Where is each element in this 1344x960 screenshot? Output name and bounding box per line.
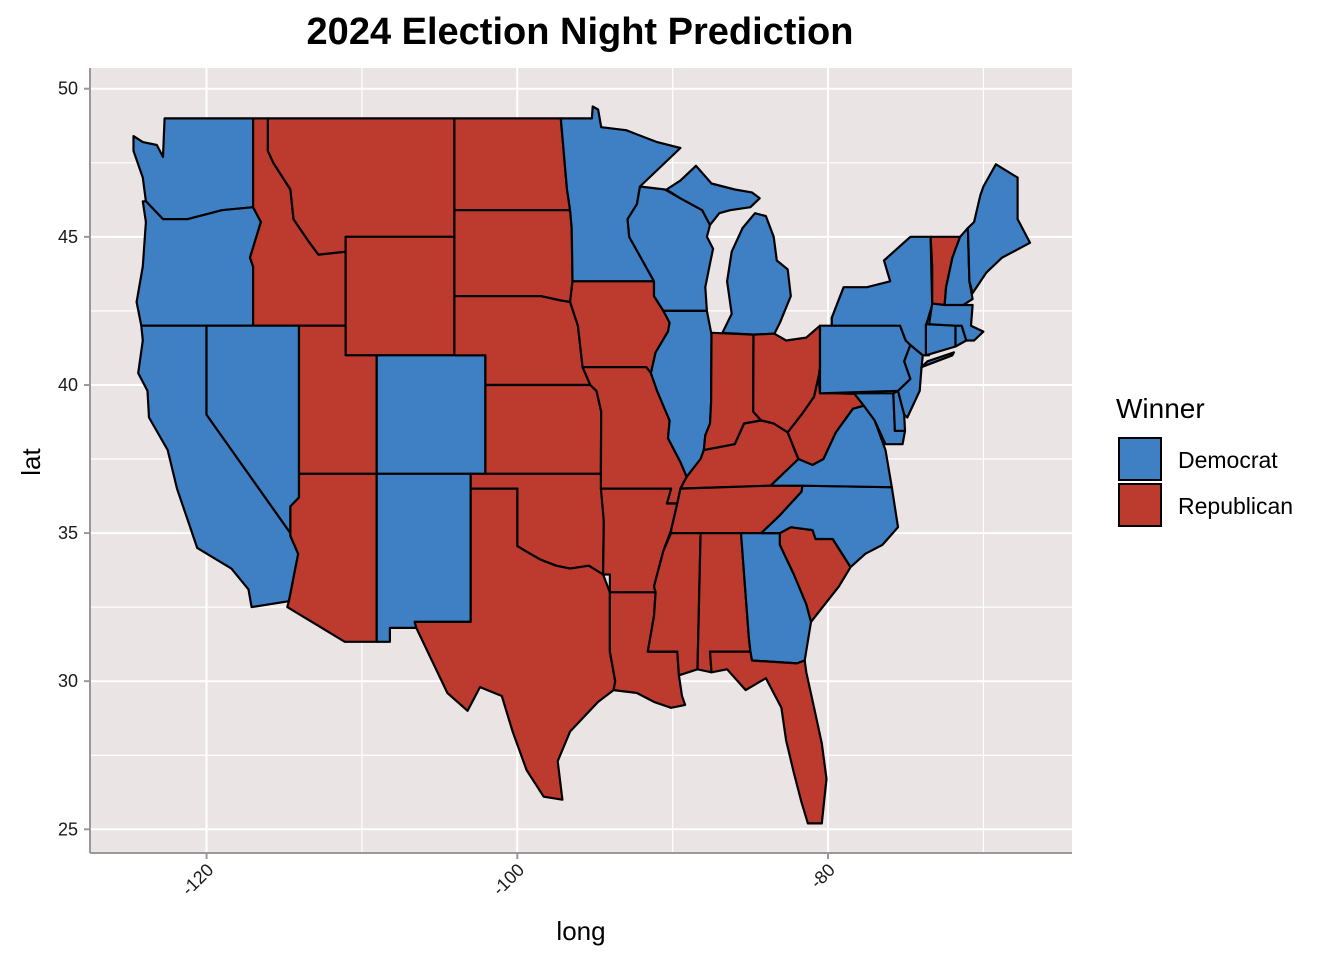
legend-swatch-republican bbox=[1118, 483, 1162, 527]
state-colorado bbox=[375, 354, 487, 475]
y-tick-label: 45 bbox=[58, 227, 78, 247]
x-axis-title: long bbox=[556, 916, 605, 946]
legend-title: Winner bbox=[1116, 393, 1205, 424]
state-michigan bbox=[721, 212, 792, 336]
y-tick-label: 50 bbox=[58, 79, 78, 99]
state-north-carolina bbox=[760, 484, 900, 569]
y-tick-label: 35 bbox=[58, 523, 78, 543]
x-tick-label: -80 bbox=[806, 860, 839, 893]
state-wyoming bbox=[344, 235, 456, 357]
y-axis-title: lat bbox=[16, 447, 46, 475]
y-axis-ticks: 25 30 35 40 45 50 bbox=[58, 79, 90, 839]
state-shapes bbox=[132, 105, 1032, 825]
state-oregon bbox=[135, 200, 262, 327]
x-tick-label: -100 bbox=[489, 860, 529, 900]
state-south-dakota bbox=[453, 209, 574, 304]
y-tick-label: 40 bbox=[58, 375, 78, 395]
legend: Winner Democrat Republican bbox=[1116, 393, 1293, 527]
y-tick-label: 25 bbox=[58, 819, 78, 839]
legend-label-republican: Republican bbox=[1178, 493, 1293, 519]
state-new-mexico bbox=[375, 472, 472, 643]
legend-label-democrat: Democrat bbox=[1178, 447, 1278, 473]
state-new-jersey bbox=[896, 343, 924, 419]
state-north-dakota bbox=[453, 117, 572, 212]
state-long-island bbox=[920, 351, 955, 369]
state-pennsylvania bbox=[818, 316, 912, 395]
legend-swatch-democrat bbox=[1118, 437, 1162, 481]
chart-title: 2024 Election Night Prediction bbox=[307, 11, 854, 53]
y-tick-label: 30 bbox=[58, 671, 78, 691]
state-florida bbox=[708, 650, 828, 825]
x-tick-label: -120 bbox=[178, 860, 218, 900]
state-michigan-up bbox=[665, 164, 761, 227]
legend-entries: Democrat Republican bbox=[1118, 437, 1293, 527]
state-kansas bbox=[484, 383, 603, 475]
state-maine bbox=[966, 163, 1032, 295]
x-axis-ticks: -120 -100 -80 bbox=[178, 853, 839, 899]
